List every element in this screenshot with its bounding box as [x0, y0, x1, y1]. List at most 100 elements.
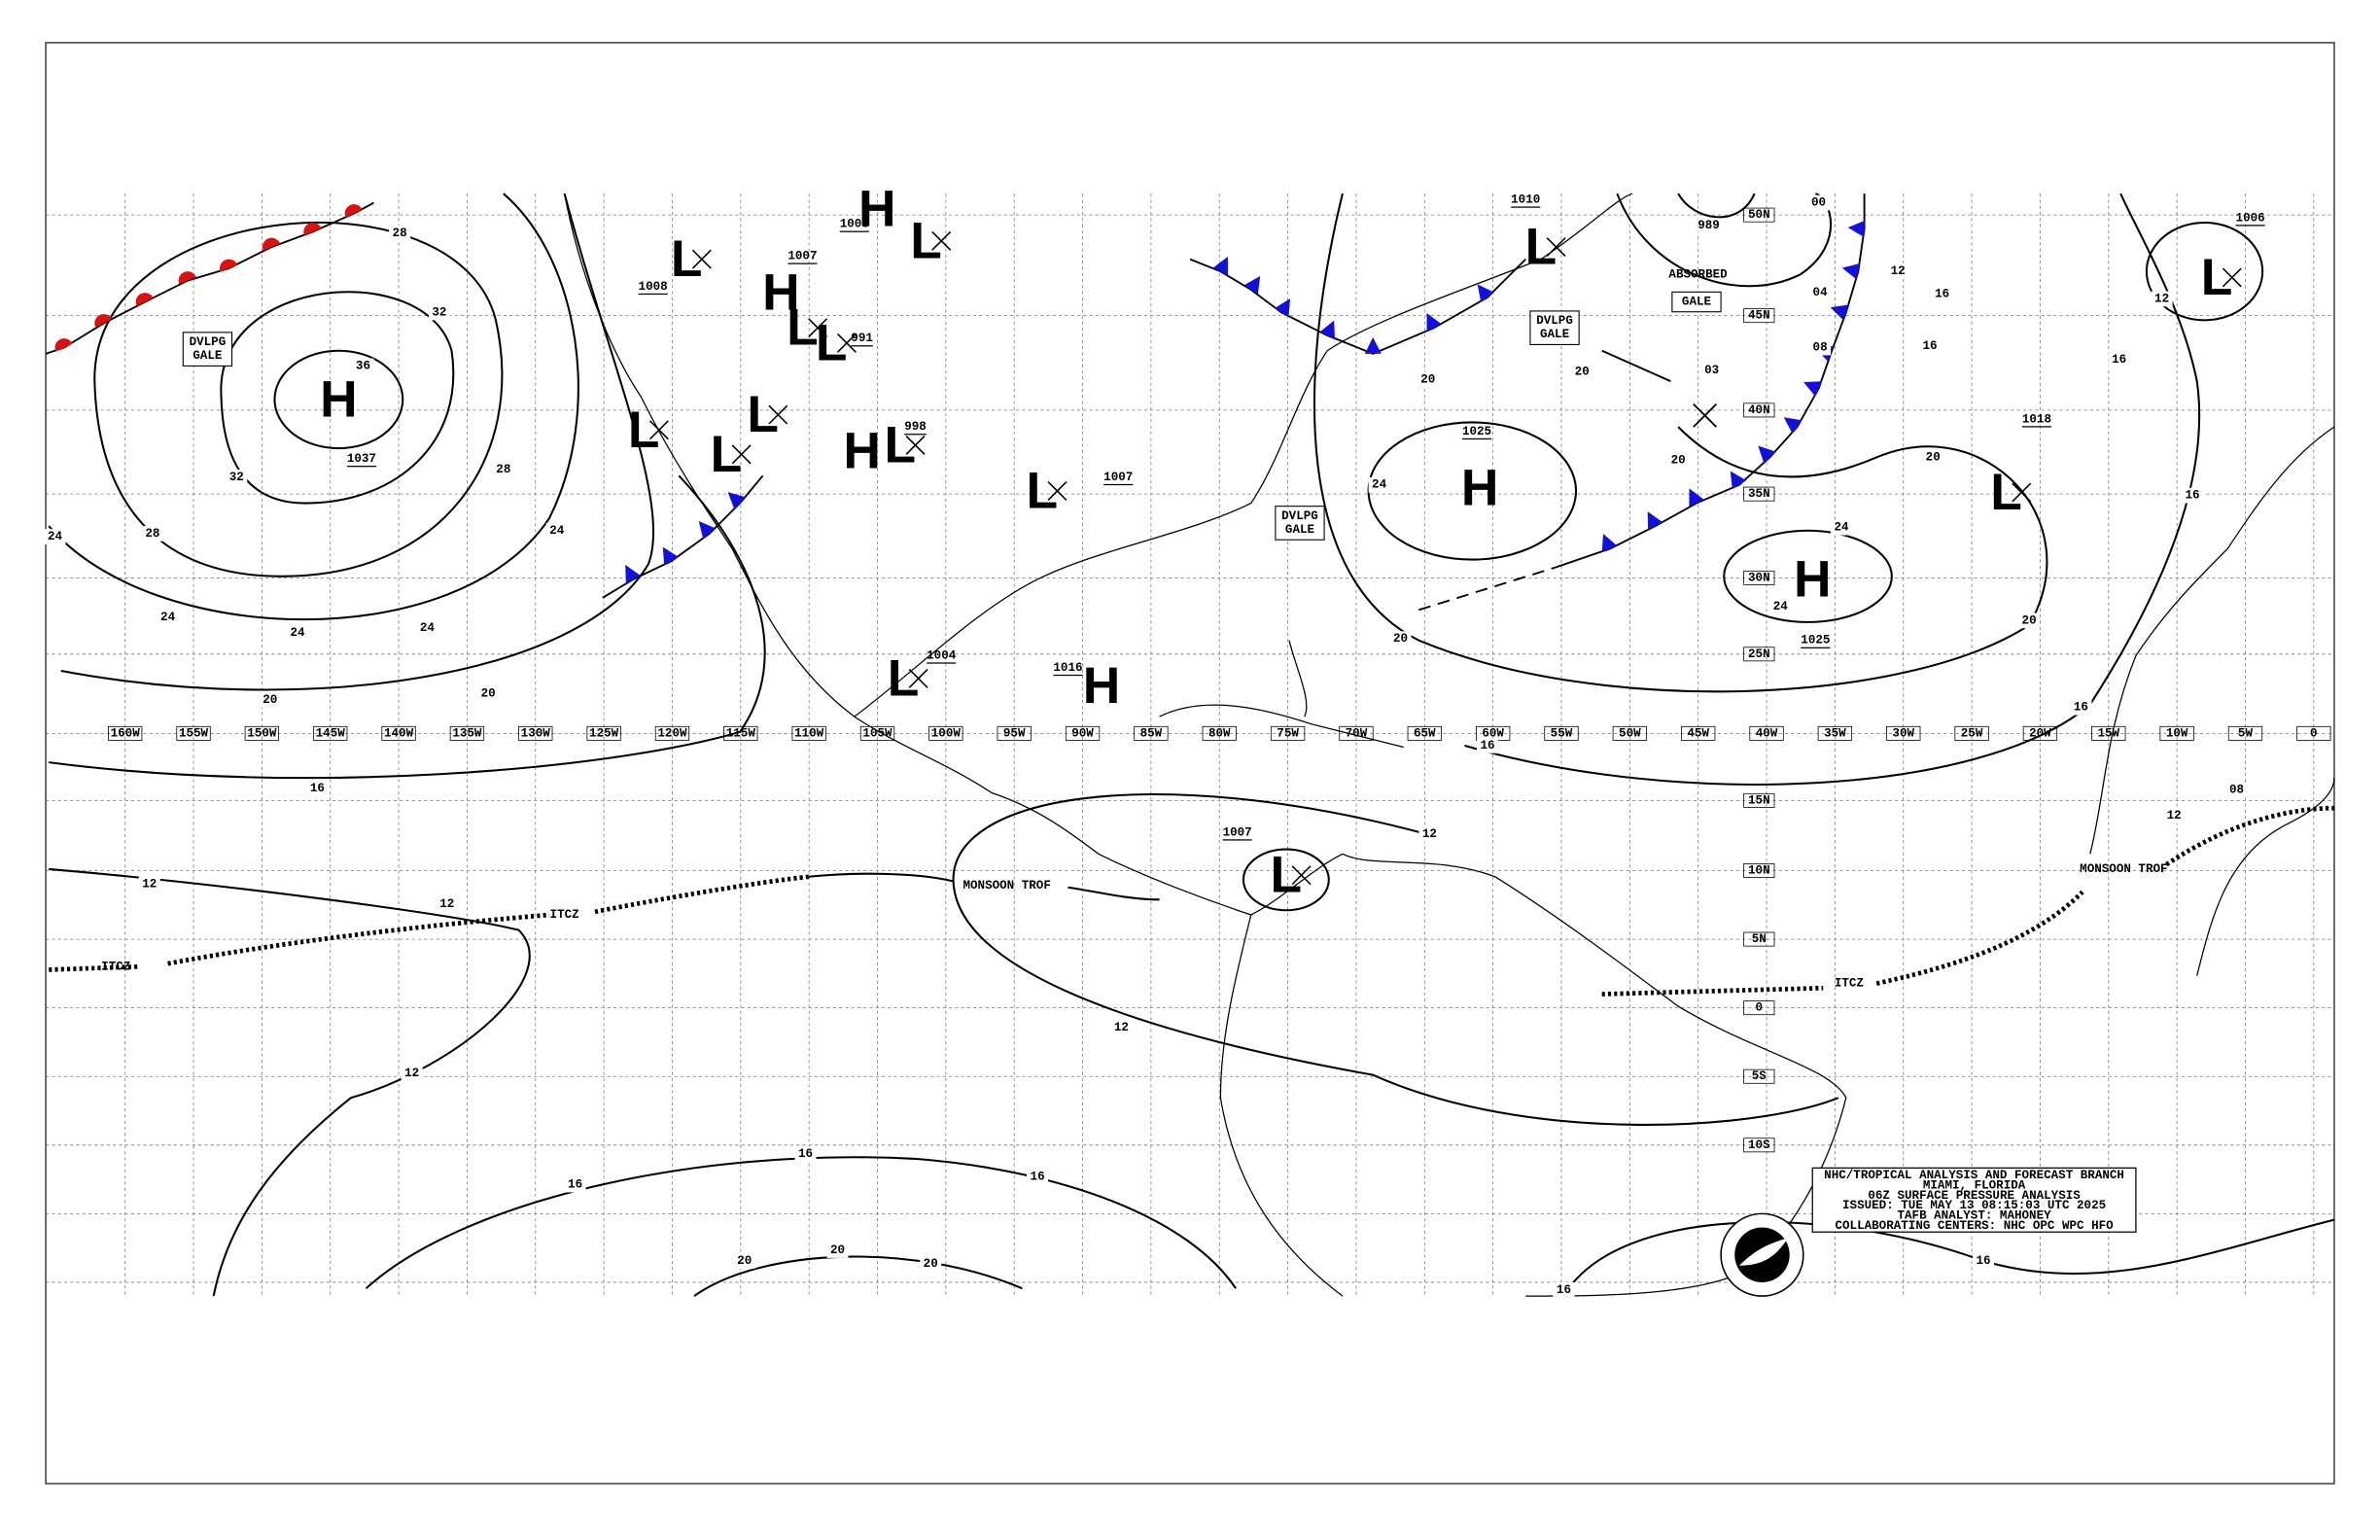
low-center: L	[711, 426, 743, 483]
longitude-label-box	[791, 725, 826, 741]
isobar-label: 00	[1811, 196, 1826, 210]
longitude-label-box	[176, 725, 211, 741]
low-center: L	[816, 314, 848, 371]
isobar-label-bg	[436, 896, 458, 912]
isobar-label-bg	[2182, 487, 2203, 504]
longitude-label: 145W	[316, 726, 346, 740]
isobar-label: 16	[2074, 701, 2088, 715]
isobar-label: 24	[1835, 521, 1850, 535]
isobar-label-bg	[1553, 1281, 1575, 1298]
isobar-label: 03	[1704, 364, 1719, 377]
isobar-label-bg	[352, 358, 374, 374]
longitude-label-box	[1339, 725, 1374, 741]
longitude-label: 60W	[1482, 726, 1504, 740]
isobar-label: 24	[48, 530, 63, 543]
central-pressure: 1025	[1801, 634, 1830, 648]
isobar-label-bg	[1027, 1169, 1049, 1185]
coastline	[854, 192, 1633, 718]
dissipating-front	[1418, 566, 1557, 612]
low-center: L	[671, 230, 703, 288]
isobar-label-bg	[1477, 738, 1498, 753]
isobar-label-bg	[401, 1066, 423, 1081]
latitude-label: 5S	[1752, 1069, 1768, 1083]
annotation-box	[182, 332, 233, 367]
isobar-label-bg	[1931, 286, 1953, 302]
longitude-label: 160W	[111, 726, 141, 740]
central-pressure: 1018	[2022, 412, 2051, 426]
annotation-box	[1275, 506, 1325, 541]
longitude-label-box	[723, 725, 758, 741]
high-center: H	[320, 370, 358, 428]
longitude-label: 130W	[521, 726, 551, 740]
longitude-label-box	[1749, 725, 1784, 741]
isobar-label-bg	[428, 304, 450, 321]
latitude-label: 45N	[1748, 309, 1770, 323]
latitude-label-box	[1743, 863, 1775, 878]
isobar-label: 16	[798, 1147, 813, 1161]
longitude-label: 150W	[247, 726, 277, 740]
isobar-label: 24	[1773, 600, 1789, 613]
central-pressure: 991	[851, 332, 873, 345]
longitude-label-box	[1681, 725, 1716, 741]
isobar-label-bg	[1698, 218, 1720, 233]
isobar-label-bg	[1922, 449, 1944, 466]
isobar-label: 04	[1813, 286, 1829, 299]
annotation: ABSORBED	[1668, 267, 1728, 281]
central-pressure: 1010	[1511, 192, 1540, 206]
longitude-label-box	[654, 725, 690, 741]
isobar-label: 24	[160, 611, 176, 624]
longitude-label: 65W	[1414, 726, 1436, 740]
latitude-label-box	[1743, 1000, 1775, 1016]
isobar-label-bg	[1667, 452, 1690, 469]
isobar-label-bg	[2108, 352, 2130, 368]
low-center: L	[910, 212, 942, 269]
isobar-label-bg	[1571, 364, 1593, 380]
longitude-label: 25W	[1961, 726, 1983, 740]
info-line: TAFB ANALYST: MAHONEY	[1897, 1209, 2051, 1223]
isobar-label: 24	[549, 524, 565, 538]
isobar-label-bg	[1418, 826, 1441, 842]
annotation: ITCZ	[1835, 977, 1864, 991]
isobar-label-bg	[259, 692, 281, 708]
longitude-label-box	[859, 725, 895, 741]
isobar-label: 16	[568, 1178, 582, 1192]
longitude-label: 85W	[1140, 726, 1163, 740]
isobar	[952, 793, 1839, 1126]
low-center-mark	[931, 230, 952, 251]
longitude-label: 135W	[452, 726, 482, 740]
longitude-label-box	[2091, 725, 2126, 741]
isobar-label: 32	[432, 306, 446, 320]
isobar-label: 16	[2112, 353, 2126, 367]
low-center: L	[747, 386, 779, 443]
central-pressure: 1037	[347, 452, 376, 466]
longitude-label: 0	[2310, 726, 2318, 740]
longitude-label: 5W	[2238, 726, 2254, 740]
annotation-box	[1529, 310, 1580, 345]
logo-bird	[1738, 1238, 1789, 1266]
isobars	[48, 192, 2335, 1297]
longitude-label: 70W	[1346, 726, 1368, 740]
isobar-label: 16	[310, 782, 325, 795]
isobar-label: 20	[481, 687, 496, 701]
isobar-label-bg	[1809, 339, 1832, 356]
high-center: H	[1083, 657, 1121, 715]
longitude-label-box	[1407, 725, 1442, 741]
longitude-label: 20W	[2029, 726, 2051, 740]
low-center-mark	[1546, 237, 1566, 258]
isobar-label-bg	[2163, 808, 2186, 823]
low-center-mark	[731, 444, 752, 465]
latitude-label: 0	[1756, 1001, 1764, 1015]
low-center-mark	[836, 332, 857, 353]
central-pressure: 1025	[1462, 425, 1491, 438]
isobar-label: 08	[1813, 341, 1828, 355]
annotation: GALE	[192, 349, 223, 363]
info-box-frame	[1811, 1167, 2137, 1233]
latitude-label-box	[1743, 402, 1775, 418]
isobar-label-bg	[2070, 699, 2092, 716]
monsoon-trough	[808, 872, 1160, 901]
isobar-label: 12	[1422, 827, 1437, 841]
grid	[46, 193, 2334, 1297]
longitude-label: 155W	[179, 726, 209, 740]
itcz	[1601, 805, 2334, 997]
isobar-label: 989	[1698, 219, 1720, 232]
